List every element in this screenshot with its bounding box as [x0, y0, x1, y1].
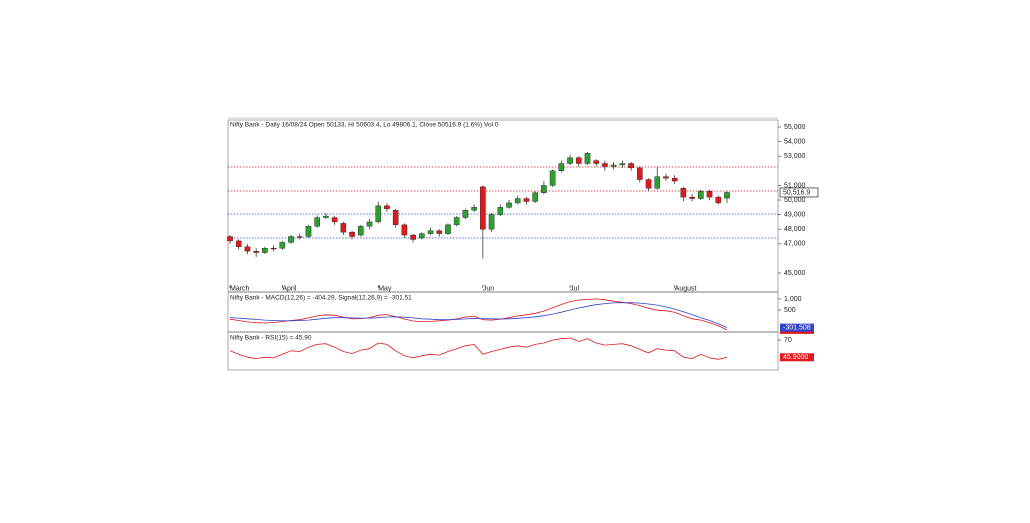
- candle-body: [262, 248, 268, 253]
- candle-body: [663, 176, 669, 179]
- x-tick-label: March: [230, 285, 250, 292]
- candle-body: [270, 248, 277, 250]
- candle-body: [645, 179, 652, 189]
- candle-body: [575, 157, 582, 164]
- candle-body: [558, 163, 565, 172]
- candle-body: [619, 163, 626, 166]
- indicator-line: [229, 302, 728, 328]
- candle-body: [706, 191, 713, 198]
- candle-body: [349, 231, 355, 237]
- candle-body: [244, 246, 251, 252]
- y-tick-label: 53,000: [784, 153, 806, 160]
- y-tick-label: 47,000: [784, 241, 806, 248]
- y-tick-label: 500: [784, 307, 796, 314]
- y-tick-label: 55,000: [784, 124, 806, 131]
- candle-body: [453, 217, 460, 226]
- candle-body: [436, 230, 443, 234]
- y-tick-label: 48,000: [784, 226, 806, 233]
- candle-body: [366, 221, 373, 227]
- candle-body: [471, 207, 477, 211]
- y-tick-label: 54,000: [784, 138, 806, 145]
- candle-body: [331, 217, 338, 223]
- candle-body: [375, 205, 382, 223]
- candle-body: [401, 224, 408, 236]
- value-tag: -301.508: [783, 324, 811, 331]
- panel-title: Nifty Bank - Daily 16/08/24 Open 50133, …: [230, 122, 499, 129]
- candle-body: [680, 188, 687, 198]
- indicator-line: [229, 337, 728, 360]
- candle-body: [671, 177, 678, 182]
- candle-body: [392, 210, 399, 226]
- candle-body: [654, 176, 661, 189]
- candle-body: [715, 196, 722, 204]
- candle-body: [305, 226, 312, 237]
- x-tick-label: May: [378, 285, 392, 292]
- candle-body: [340, 223, 347, 233]
- candle-body: [724, 192, 730, 199]
- candle-body: [541, 185, 547, 193]
- value-tag-box: [780, 323, 814, 332]
- candle-body: [689, 196, 695, 199]
- price-tag-box: [779, 187, 819, 198]
- y-tick-label: 49,000: [784, 211, 806, 218]
- candle-body: [584, 153, 591, 164]
- candle-body: [480, 186, 486, 230]
- candle-body: [637, 167, 643, 180]
- candle-body: [296, 236, 303, 238]
- y-tick-label: 50,000: [784, 197, 806, 204]
- candle-body: [532, 192, 538, 202]
- candle-body: [497, 207, 504, 215]
- candle-body: [462, 210, 469, 218]
- candle-body: [235, 240, 242, 247]
- candle-body: [323, 215, 329, 218]
- candle-body: [523, 198, 530, 202]
- candle-body: [357, 226, 364, 236]
- candle-body: [288, 236, 294, 243]
- x-tick-label: August: [675, 285, 697, 292]
- price-tag: 50,516.9: [783, 189, 810, 196]
- candle-body: [610, 164, 617, 167]
- candle-body: [628, 163, 634, 169]
- panel-title: Nifty Bank - MACD(12,26) = -404.29, Sign…: [230, 295, 412, 302]
- candle-body: [593, 160, 600, 164]
- candle-body: [445, 224, 451, 234]
- x-tick-label: Jun: [483, 285, 494, 292]
- candle-body: [410, 234, 416, 240]
- candle-body: [514, 198, 521, 204]
- value-tag-box: [780, 353, 814, 362]
- candle-body: [506, 202, 512, 208]
- candle-body: [253, 250, 259, 253]
- candle-body: [419, 233, 425, 239]
- candle-body: [602, 163, 608, 167]
- candle-body: [549, 170, 556, 186]
- y-tick-label: 70: [784, 337, 792, 344]
- y-tick-label: 1,000: [784, 296, 802, 303]
- candle-body: [279, 242, 286, 249]
- indicator-line: [229, 298, 728, 331]
- y-tick-label: 45,000: [784, 270, 806, 277]
- x-tick-label: April: [282, 285, 296, 292]
- candle-body: [227, 236, 233, 242]
- candle-body: [567, 157, 573, 164]
- panel-title: Nifty Bank - RSI(15) = 45.90: [230, 335, 312, 342]
- x-tick-label: Jul: [570, 285, 579, 292]
- value-tag: 45.9000: [783, 354, 808, 361]
- candle-body: [427, 230, 434, 234]
- candle-body: [698, 191, 704, 199]
- plot-frame: [227, 119, 779, 371]
- candle-body: [488, 214, 495, 230]
- y-tick-label: 51,000: [784, 182, 806, 189]
- candle-body: [384, 205, 390, 209]
- candle-body: [314, 217, 320, 227]
